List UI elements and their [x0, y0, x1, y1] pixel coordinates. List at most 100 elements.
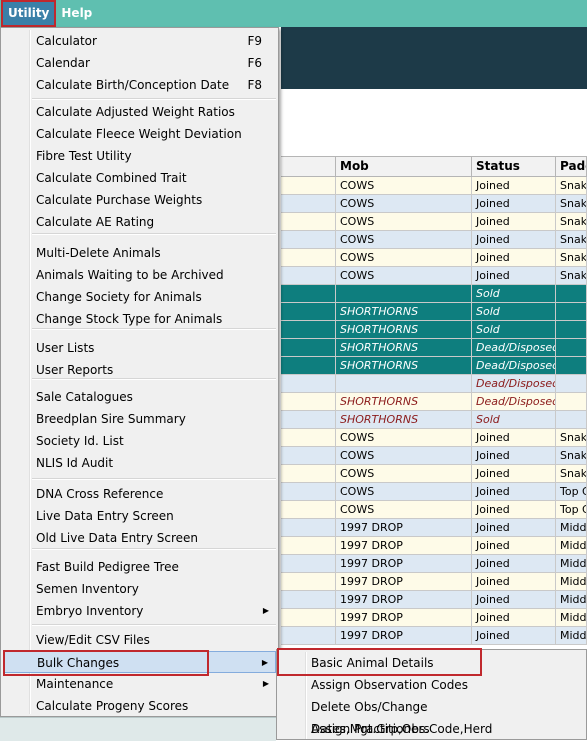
- menu-item-change-stock-type-for-animals[interactable]: Change Stock Type for Animals: [4, 308, 276, 330]
- table-row[interactable]: 1997 DROPJoinedMiddle: [281, 519, 587, 537]
- submenu-item-assign-observation-codes[interactable]: Assign Observation Codes: [280, 674, 585, 696]
- table-row[interactable]: COWSJoinedSnake: [281, 195, 587, 213]
- table-row[interactable]: 1997 DROPJoinedMiddle: [281, 591, 587, 609]
- status-cell: Joined: [472, 213, 556, 230]
- table-body: COWSJoinedSnakeCOWSJoinedSnakeCOWSJoined…: [281, 177, 587, 645]
- shortcut-label: F6: [247, 56, 262, 70]
- column-header-paddock[interactable]: Paddo: [556, 157, 587, 176]
- row-cell: [281, 555, 336, 572]
- mob-cell: 1997 DROP: [336, 555, 472, 572]
- menu-help[interactable]: Help: [61, 6, 93, 20]
- mob-cell: COWS: [336, 195, 472, 212]
- row-cell: [281, 393, 336, 410]
- menu-item-user-reports[interactable]: User Reports: [4, 359, 276, 381]
- table-row[interactable]: COWSJoinedSnake: [281, 177, 587, 195]
- status-cell: Dead/Disposed: [472, 339, 556, 356]
- table-row[interactable]: SHORTHORNS Sold: [281, 303, 587, 321]
- mob-cell: 1997 DROP: [336, 519, 472, 536]
- menu-separator: [32, 478, 276, 480]
- status-cell: Joined: [472, 591, 556, 608]
- table-row[interactable]: COWSJoinedSnake: [281, 429, 587, 447]
- paddock-cell: [556, 375, 587, 392]
- table-row[interactable]: SHORTHORNS Sold: [281, 321, 587, 339]
- paddock-cell: [556, 321, 587, 338]
- menu-item-view-edit-csv-files[interactable]: View/Edit CSV Files: [4, 629, 276, 651]
- menu-item-calculate-adjusted-weight-ratios[interactable]: Calculate Adjusted Weight Ratios: [4, 101, 276, 123]
- menu-item-label: Calculate Purchase Weights: [36, 193, 203, 207]
- table-row[interactable]: Sold: [281, 285, 587, 303]
- menu-separator: [32, 233, 276, 235]
- row-cell: [281, 573, 336, 590]
- column-header[interactable]: [281, 157, 336, 176]
- column-header-mob[interactable]: Mob: [336, 157, 472, 176]
- paddock-cell: [556, 393, 587, 410]
- menu-item-sale-catalogues[interactable]: Sale Catalogues: [4, 386, 276, 408]
- menu-item-fibre-test-utility[interactable]: Fibre Test Utility: [4, 145, 276, 167]
- table-row[interactable]: COWSJoinedSnake: [281, 465, 587, 483]
- shortcut-label: F8: [247, 78, 262, 92]
- status-cell: Dead/Disposed: [472, 357, 556, 374]
- menu-item-user-lists[interactable]: User Lists: [4, 337, 276, 359]
- menu-item-calendar[interactable]: Calendar F6: [4, 52, 276, 74]
- menu-item-nlis-id-audit[interactable]: NLIS Id Audit: [4, 452, 276, 474]
- table-row[interactable]: 1997 DROPJoinedMiddle: [281, 627, 587, 645]
- status-cell: Joined: [472, 483, 556, 500]
- table-row[interactable]: COWSJoinedSnake: [281, 213, 587, 231]
- row-cell: [281, 411, 336, 428]
- menu-utility[interactable]: Utility: [1, 0, 57, 27]
- mob-cell: COWS: [336, 213, 472, 230]
- submenu-item-label: Basic Animal Details: [311, 656, 434, 670]
- row-cell: [281, 429, 336, 446]
- submenu-arrow-icon: ▶: [261, 658, 268, 667]
- row-cell: [281, 249, 336, 266]
- menu-item-calculate-ae-rating[interactable]: Calculate AE Rating: [4, 211, 276, 233]
- menu-item-calculator[interactable]: Calculator F9: [4, 30, 276, 52]
- paddock-cell: Snake: [556, 249, 587, 266]
- menu-item-semen-inventory[interactable]: Semen Inventory: [4, 578, 276, 600]
- paddock-cell: Middle: [556, 537, 587, 554]
- table-row[interactable]: 1997 DROPJoinedMiddle: [281, 537, 587, 555]
- table-row[interactable]: SHORTHORNS Dead/Disposed: [281, 393, 587, 411]
- menu-item-old-live-data-entry-screen[interactable]: Old Live Data Entry Screen: [4, 527, 276, 549]
- menu-item-breedplan-sire-summary[interactable]: Breedplan Sire Summary: [4, 408, 276, 430]
- mob-cell: SHORTHORNS: [336, 339, 472, 356]
- column-header-status[interactable]: Status: [472, 157, 556, 176]
- table-row[interactable]: COWSJoinedSnake: [281, 249, 587, 267]
- menu-item-maintenance[interactable]: Maintenance ▶: [4, 673, 276, 695]
- menu-item-calculate-combined-trait[interactable]: Calculate Combined Trait: [4, 167, 276, 189]
- menu-item-dna-cross-reference[interactable]: DNA Cross Reference: [4, 483, 276, 505]
- menu-item-calculate-purchase-weights[interactable]: Calculate Purchase Weights: [4, 189, 276, 211]
- table-row[interactable]: 1997 DROPJoinedMiddle: [281, 573, 587, 591]
- menu-item-society-id-list[interactable]: Society Id. List: [4, 430, 276, 452]
- menu-item-embryo-inventory[interactable]: Embryo Inventory ▶: [4, 600, 276, 622]
- table-row[interactable]: 1997 DROPJoinedMiddle: [281, 609, 587, 627]
- submenu-item-basic-animal-details[interactable]: Basic Animal Details: [280, 652, 585, 674]
- table-row[interactable]: SHORTHORNS Sold: [281, 411, 587, 429]
- submenu-item-label: Assign Practitioners: [311, 722, 430, 736]
- submenu-item-delete-obs-change-dates[interactable]: Delete Obs/Change Dates,Mgt.Grp,Obs.Code…: [280, 696, 585, 736]
- mob-cell: 1997 DROP: [336, 591, 472, 608]
- menu-item-fast-build-pedigree-tree[interactable]: Fast Build Pedigree Tree: [4, 556, 276, 578]
- table-row[interactable]: Dead/Disposed: [281, 375, 587, 393]
- menu-item-calculate-birth-conception-date[interactable]: Calculate Birth/Conception Date F8: [4, 74, 276, 96]
- submenu-arrow-icon: ▶: [262, 679, 269, 688]
- menu-item-animals-waiting-to-be-archived[interactable]: Animals Waiting to be Archived: [4, 264, 276, 286]
- menu-item-multi-delete-animals[interactable]: Multi-Delete Animals: [4, 242, 276, 264]
- menu-item-calculate-fleece-weight-deviation[interactable]: Calculate Fleece Weight Deviation: [4, 123, 276, 145]
- table-row[interactable]: SHORTHORNS Dead/Disposed: [281, 357, 587, 375]
- table-row[interactable]: 1997 DROPJoinedMiddle: [281, 555, 587, 573]
- menu-bar: Utility Help: [0, 0, 587, 27]
- submenu-item-assign-practitioners[interactable]: Assign Practitioners: [280, 718, 585, 740]
- table-row[interactable]: COWSJoinedSnake: [281, 231, 587, 249]
- submenu-item-label: Assign Observation Codes: [311, 678, 468, 692]
- status-cell: Joined: [472, 573, 556, 590]
- table-row[interactable]: COWSJoinedSnake: [281, 267, 587, 285]
- menu-item-calculate-progeny-scores[interactable]: Calculate Progeny Scores: [4, 695, 276, 717]
- row-cell: [281, 627, 336, 644]
- menu-item-live-data-entry-screen[interactable]: Live Data Entry Screen: [4, 505, 276, 527]
- table-row[interactable]: SHORTHORNS Dead/Disposed: [281, 339, 587, 357]
- table-row[interactable]: COWSJoinedSnake: [281, 447, 587, 465]
- menu-item-change-society-for-animals[interactable]: Change Society for Animals: [4, 286, 276, 308]
